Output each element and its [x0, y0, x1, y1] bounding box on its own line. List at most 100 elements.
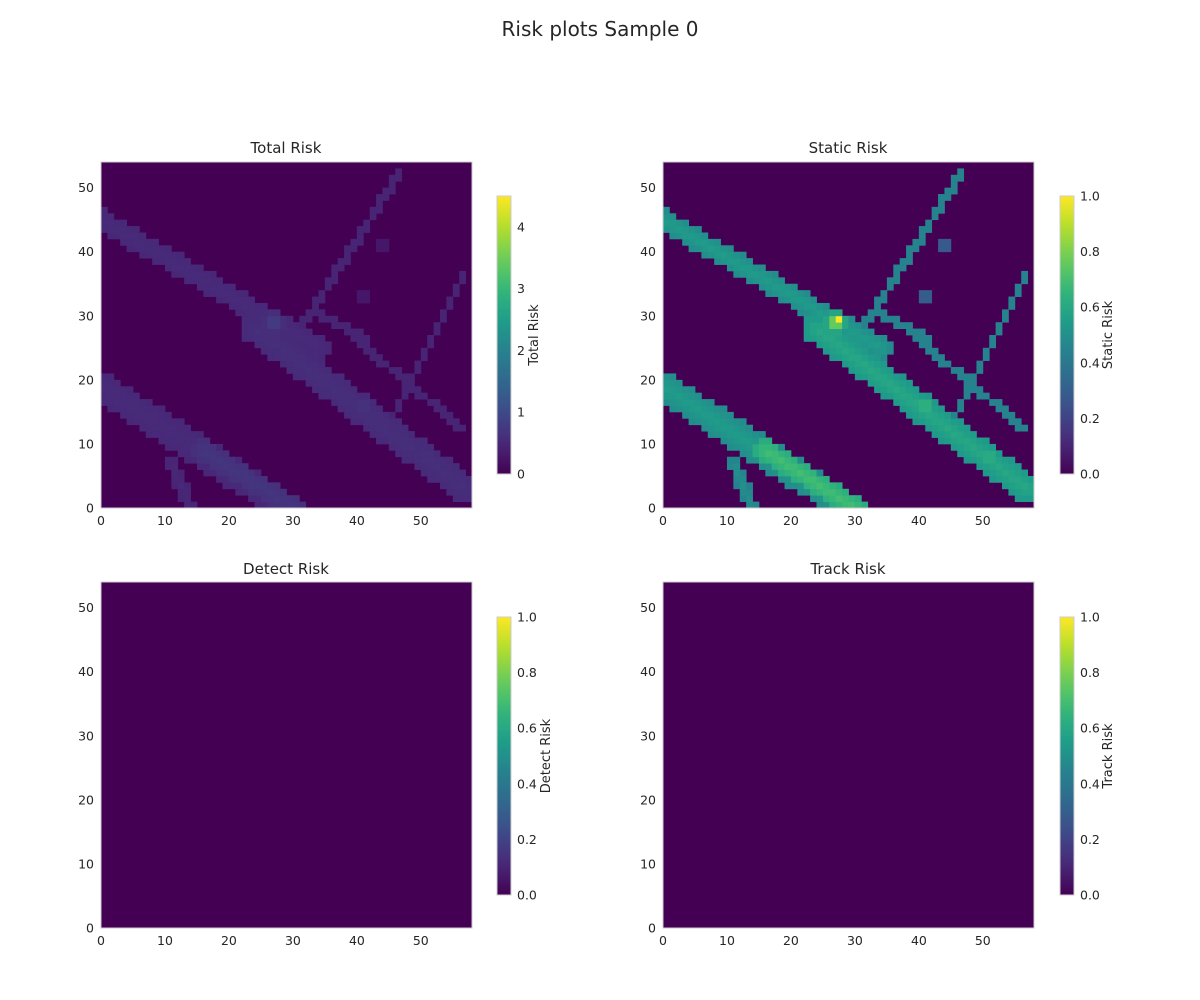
heatmap-cell [688, 411, 696, 419]
heatmap-cell [746, 443, 753, 451]
heatmap-cell [694, 418, 702, 426]
heatmap-cell [976, 443, 984, 451]
heatmap-cell [228, 302, 236, 310]
heatmap-cell [184, 431, 191, 438]
heatmap-cell [427, 443, 435, 451]
heatmap-cell [388, 174, 396, 182]
heatmap-cell [797, 469, 805, 477]
heatmap-cell [861, 373, 869, 381]
heatmap-cell [420, 463, 428, 470]
heatmap-cell [152, 238, 159, 246]
heatmap-cell [184, 443, 191, 451]
heatmap-cell [267, 328, 275, 336]
heatmap-cell [1008, 475, 1016, 483]
heatmap-cell [893, 277, 901, 285]
heatmap-cell [280, 501, 287, 509]
y-tick-label: 40 [78, 664, 94, 679]
heatmap-cell [382, 238, 390, 246]
heatmap-cell [465, 495, 473, 502]
heatmap-cell [452, 488, 460, 496]
heatmap-cell [675, 392, 683, 400]
heatmap-cell [720, 431, 728, 438]
heatmap-cell [886, 341, 894, 349]
heatmap-cell [331, 379, 339, 387]
axes-frame [662, 581, 1035, 929]
heatmap-cell [835, 501, 843, 509]
heatmap-cell [452, 495, 460, 502]
heatmap-cell [318, 367, 326, 374]
heatmap-cell [254, 335, 262, 342]
heatmap-cell [874, 302, 881, 310]
heatmap-cell [918, 399, 926, 406]
heatmap-cell [810, 475, 817, 483]
heatmap-cell [376, 418, 383, 426]
heatmap-background [101, 582, 472, 928]
heatmap-cell [797, 290, 805, 297]
heatmap-cell [350, 418, 358, 426]
heatmap-cell [382, 245, 390, 253]
heatmap-cell [746, 437, 753, 445]
heatmap-cell [107, 399, 115, 406]
heatmap-cell [241, 328, 249, 336]
heatmap-cell [938, 206, 945, 214]
heatmap-cell [388, 181, 396, 189]
heatmap-cell [1002, 463, 1009, 470]
y-tick-label: 0 [648, 921, 656, 936]
heatmap-cell [950, 437, 958, 445]
heatmap-cell [739, 431, 747, 438]
heatmap-cell [267, 482, 275, 490]
heatmap-cell [746, 501, 753, 509]
heatmap-cell [906, 379, 913, 387]
heatmap-cell [861, 367, 869, 374]
heatmap-cell [970, 373, 977, 381]
heatmap-cell [733, 469, 741, 477]
heatmap-cell [675, 399, 683, 406]
heatmap-cell [222, 463, 230, 470]
x-tick-label: 20 [783, 513, 799, 528]
heatmap-cell [822, 347, 830, 355]
heatmap-cell [688, 238, 696, 246]
heatmap-cell [995, 463, 1003, 470]
heatmap-cell [842, 495, 849, 502]
heatmap-cell [126, 418, 134, 426]
heatmap-cell [241, 309, 249, 317]
heatmap-cell [918, 238, 926, 246]
heatmap-cell [388, 431, 396, 438]
heatmap-cell [292, 373, 300, 381]
colorbar [496, 616, 512, 896]
heatmap-cell [1014, 463, 1022, 470]
heatmap-cell [177, 488, 185, 496]
heatmap-cell [982, 463, 990, 470]
heatmap-cell [376, 405, 383, 413]
heatmap-cell [254, 315, 262, 323]
heatmap-cell [682, 219, 689, 227]
heatmap-cell [816, 469, 824, 477]
panel-title: Static Risk [809, 139, 888, 157]
heatmap-cell [241, 463, 249, 470]
heatmap-cell [931, 206, 939, 214]
heatmap-cell [350, 328, 358, 336]
heatmap-cell [669, 373, 677, 381]
heatmap-cell [420, 347, 428, 355]
heatmap-cell [401, 437, 409, 445]
heatmap-cell [950, 174, 958, 182]
heatmap-cell [196, 456, 204, 464]
heatmap-cell [305, 354, 313, 362]
heatmap-cell [459, 277, 467, 285]
heatmap-cell [292, 354, 300, 362]
heatmap-cell [254, 488, 262, 496]
heatmap-cell [132, 392, 140, 400]
heatmap-cell [803, 315, 811, 323]
heatmap-cell [452, 482, 460, 490]
heatmap-cell [273, 328, 281, 336]
heatmap-cell [190, 277, 198, 285]
heatmap-cell [880, 315, 888, 323]
heatmap-cell [880, 367, 888, 374]
heatmap-cell [414, 386, 422, 394]
heatmap-cell [363, 411, 371, 419]
heatmap-cell [854, 501, 862, 509]
heatmap-cell [414, 360, 422, 368]
heatmap-cell [1002, 411, 1009, 419]
heatmap-cell [145, 399, 153, 406]
heatmap-cell [714, 251, 721, 259]
